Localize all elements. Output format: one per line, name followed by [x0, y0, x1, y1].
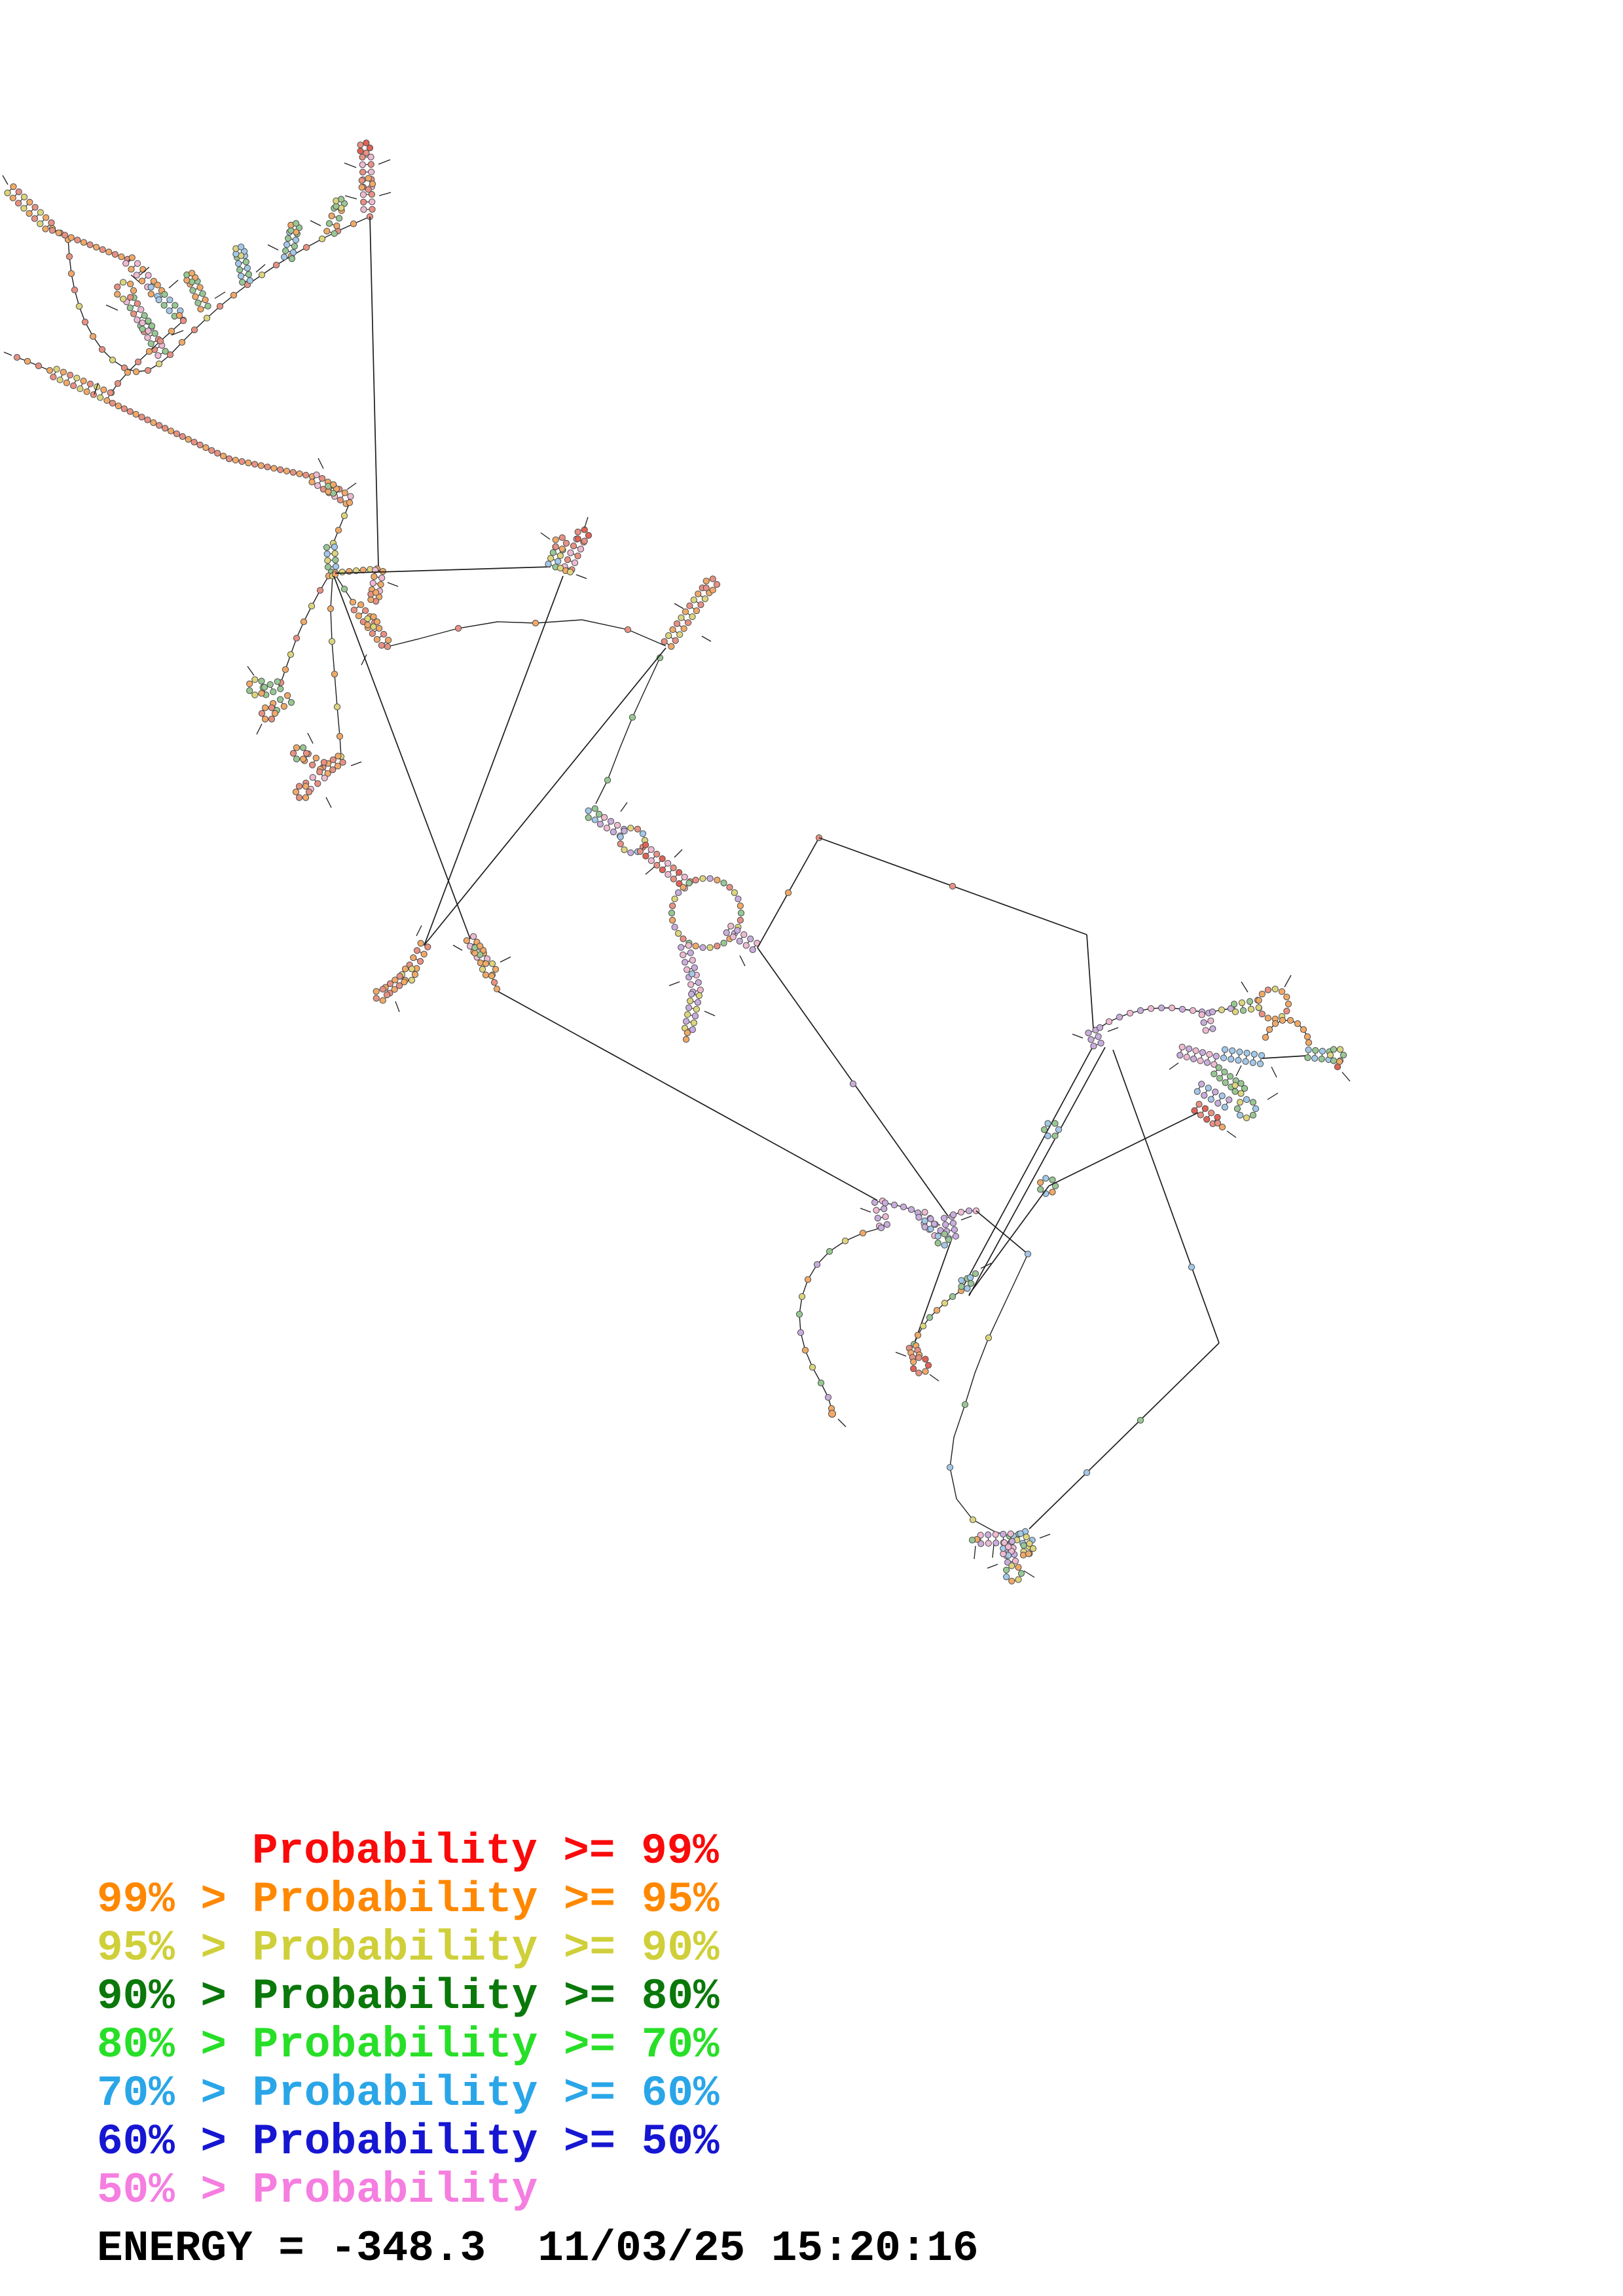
legend-item-80: 90% > Probability >= 80%: [97, 1972, 720, 2021]
legend-item-50: 60% > Probability >= 50%: [97, 2117, 720, 2166]
probability-legend: Probability >= 99% 99% > Probability >= …: [97, 1827, 720, 2215]
legend-item-below-50: 50% > Probability: [97, 2166, 538, 2215]
legend-item-90: 95% > Probability >= 90%: [97, 1924, 720, 1973]
legend-item-95: 99% > Probability >= 95%: [97, 1875, 720, 1924]
legend-item-60: 70% > Probability >= 60%: [97, 2069, 720, 2118]
energy-readout: ENERGY = -348.3 11/03/25 15:20:16: [97, 2224, 979, 2273]
legend-item-99: Probability >= 99%: [252, 1827, 719, 1876]
legend-item-70: 80% > Probability >= 70%: [97, 2020, 720, 2070]
